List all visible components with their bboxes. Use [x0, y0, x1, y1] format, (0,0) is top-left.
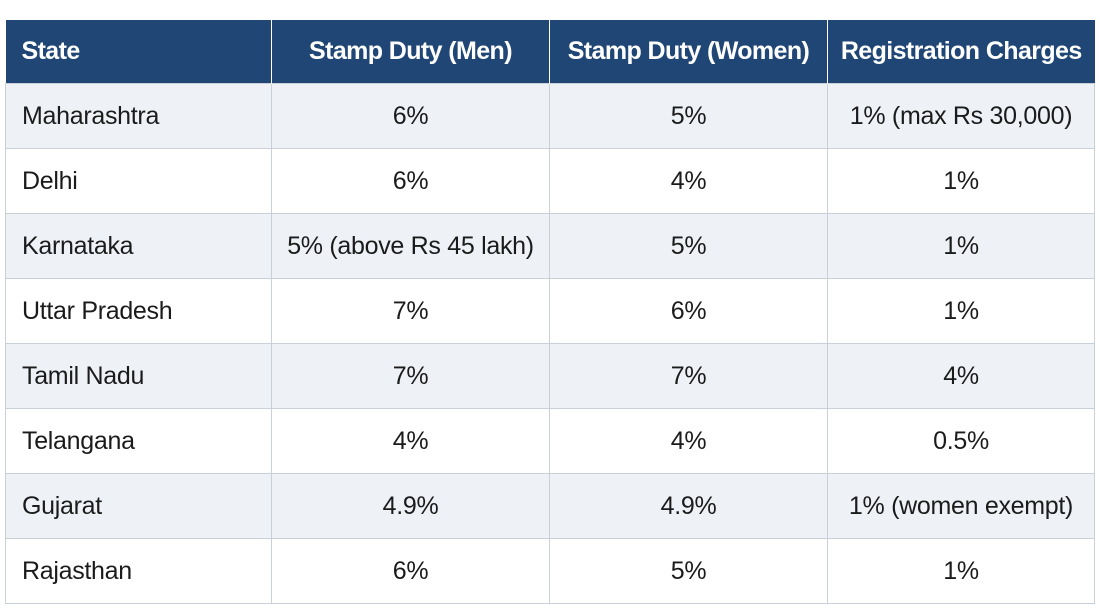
cell-registration-charges: 1% (max Rs 30,000) — [827, 83, 1095, 149]
cell-state: Delhi — [5, 148, 272, 214]
table-row: Delhi 6% 4% 1% — [5, 148, 1095, 214]
cell-registration-charges: 1% — [827, 278, 1095, 344]
cell-stamp-duty-men: 6% — [271, 83, 550, 149]
cell-registration-charges: 0.5% — [827, 408, 1095, 474]
table-row: Telangana 4% 4% 0.5% — [5, 408, 1095, 474]
table-row: Maharashtra 6% 5% 1% (max Rs 30,000) — [5, 83, 1095, 149]
cell-stamp-duty-men: 6% — [271, 538, 550, 604]
cell-stamp-duty-women: 4.9% — [549, 473, 828, 539]
cell-stamp-duty-women: 6% — [549, 278, 828, 344]
table-header: State Stamp Duty (Men) Stamp Duty (Women… — [5, 20, 1095, 84]
cell-stamp-duty-men: 5% (above Rs 45 lakh) — [271, 213, 550, 279]
cell-stamp-duty-women: 5% — [549, 213, 828, 279]
table-body: Maharashtra 6% 5% 1% (max Rs 30,000) Del… — [5, 83, 1095, 604]
table-row: Karnataka 5% (above Rs 45 lakh) 5% 1% — [5, 213, 1095, 279]
cell-stamp-duty-women: 5% — [549, 83, 828, 149]
cell-state: Uttar Pradesh — [5, 278, 272, 344]
cell-registration-charges: 1% — [827, 148, 1095, 214]
cell-state: Tamil Nadu — [5, 343, 272, 409]
cell-stamp-duty-men: 4% — [271, 408, 550, 474]
table-row: Uttar Pradesh 7% 6% 1% — [5, 278, 1095, 344]
cell-stamp-duty-women: 7% — [549, 343, 828, 409]
cell-state: Maharashtra — [5, 83, 272, 149]
cell-state: Telangana — [5, 408, 272, 474]
header-row: State Stamp Duty (Men) Stamp Duty (Women… — [5, 20, 1095, 84]
cell-registration-charges: 1% — [827, 213, 1095, 279]
header-stamp-duty-women: Stamp Duty (Women) — [549, 20, 828, 84]
table-row: Rajasthan 6% 5% 1% — [5, 538, 1095, 604]
cell-registration-charges: 1% — [827, 538, 1095, 604]
stamp-duty-table-container: State Stamp Duty (Men) Stamp Duty (Women… — [5, 20, 1095, 604]
cell-registration-charges: 4% — [827, 343, 1095, 409]
table-row: Gujarat 4.9% 4.9% 1% (women exempt) — [5, 473, 1095, 539]
table-row: Tamil Nadu 7% 7% 4% — [5, 343, 1095, 409]
cell-stamp-duty-men: 7% — [271, 343, 550, 409]
cell-stamp-duty-women: 5% — [549, 538, 828, 604]
cell-state: Rajasthan — [5, 538, 272, 604]
cell-stamp-duty-men: 6% — [271, 148, 550, 214]
stamp-duty-table: State Stamp Duty (Men) Stamp Duty (Women… — [5, 20, 1095, 604]
cell-stamp-duty-men: 7% — [271, 278, 550, 344]
cell-stamp-duty-women: 4% — [549, 148, 828, 214]
cell-state: Gujarat — [5, 473, 272, 539]
header-stamp-duty-men: Stamp Duty (Men) — [271, 20, 550, 84]
cell-state: Karnataka — [5, 213, 272, 279]
header-registration-charges: Registration Charges — [827, 20, 1095, 84]
cell-stamp-duty-men: 4.9% — [271, 473, 550, 539]
header-state: State — [5, 20, 272, 84]
cell-registration-charges: 1% (women exempt) — [827, 473, 1095, 539]
cell-stamp-duty-women: 4% — [549, 408, 828, 474]
